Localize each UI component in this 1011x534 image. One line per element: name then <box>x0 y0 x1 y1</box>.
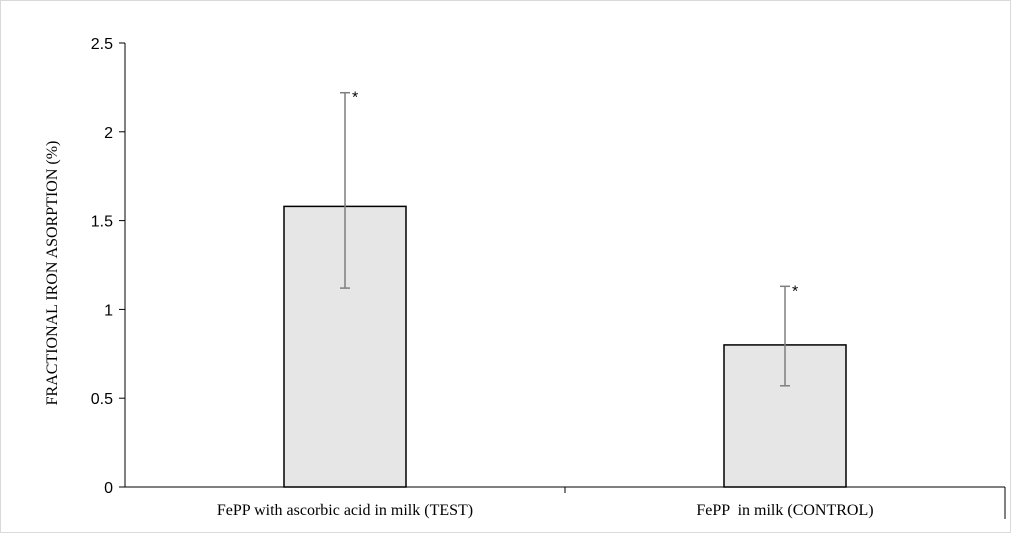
y-tick-label: 0 <box>104 480 113 497</box>
bars <box>283 205 847 488</box>
y-tick-label: 1.5 <box>91 214 113 231</box>
x-axis: FePP with ascorbic acid in milk (TEST) Fe… <box>125 486 1006 519</box>
y-tick-label: 2.5 <box>91 36 113 53</box>
error-bars: ** <box>340 90 798 387</box>
y-tick-label: 1 <box>104 302 113 319</box>
y-axis-label: FRACTIONAL IRON ASORPTION (%) <box>44 141 61 406</box>
y-axis: 0 0.5 1 1.5 2 2.5 <box>91 36 126 497</box>
significance-marker: * <box>352 90 358 107</box>
y-tick-label: 0.5 <box>91 391 113 408</box>
x-category-label: FePP with ascorbic acid in milk (TEST) <box>217 502 473 519</box>
y-tick-label: 2 <box>104 125 113 142</box>
significance-marker: * <box>792 283 798 300</box>
x-category-label: FePP in milk (CONTROL) <box>696 502 873 519</box>
